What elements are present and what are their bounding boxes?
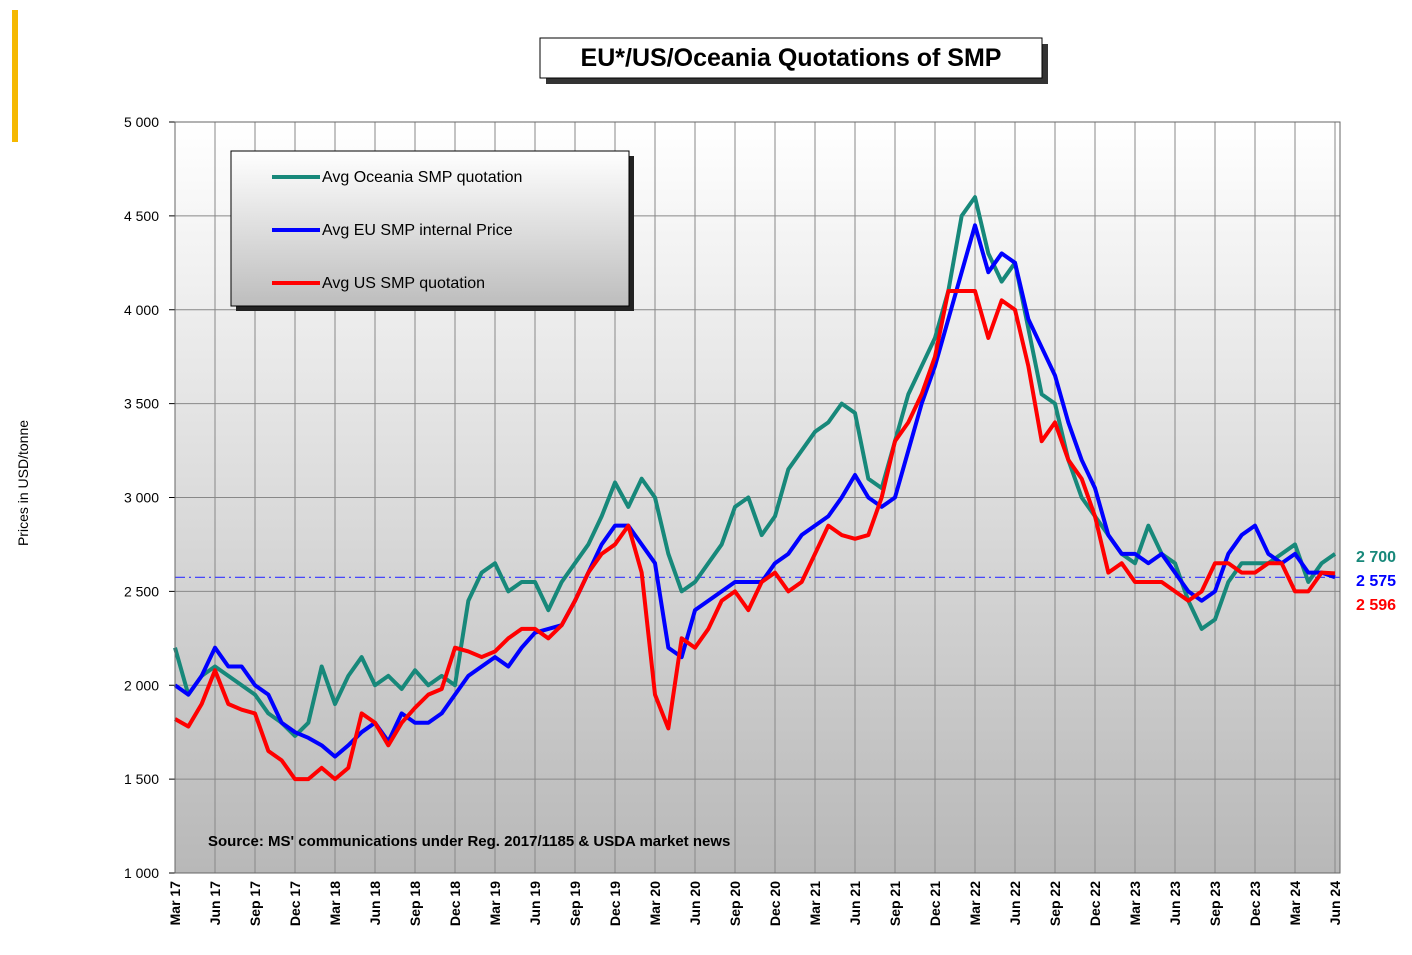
- x-tick-label: Jun 18: [367, 881, 383, 926]
- y-tick-label: 3 000: [124, 490, 159, 506]
- y-tick-label: 2 500: [124, 583, 159, 599]
- x-tick-label: Sep 21: [887, 881, 903, 926]
- chart-title: EU*/US/Oceania Quotations of SMP: [581, 44, 1002, 72]
- y-tick-label: 1 000: [124, 865, 159, 881]
- y-tick-label: 4 000: [124, 302, 159, 318]
- x-tick-label: Jun 17: [207, 881, 223, 926]
- x-tick-label: Mar 23: [1127, 881, 1143, 926]
- x-tick-label: Sep 18: [407, 881, 423, 926]
- title-box: [539, 37, 1043, 79]
- y-tick-label: 3 500: [124, 396, 159, 412]
- end-label: 2 575: [1356, 573, 1396, 590]
- series-line: [174, 288, 1336, 782]
- x-tick-label: Jun 23: [1167, 881, 1183, 926]
- x-tick-label: Sep 17: [247, 881, 263, 926]
- x-tick-label: Mar 22: [967, 881, 983, 926]
- x-tick-label: Dec 19: [607, 881, 623, 926]
- end-label: 2 700: [1356, 549, 1396, 566]
- legend-label: Avg US SMP quotation: [322, 275, 485, 292]
- x-tick-label: Mar 21: [807, 881, 823, 926]
- accent-bar: [12, 10, 18, 142]
- x-tick-label: Mar 24: [1287, 881, 1303, 926]
- x-tick-label: Sep 20: [727, 881, 743, 926]
- series-line: [173, 195, 1337, 738]
- source-note: Source: MS' communications under Reg. 20…: [208, 833, 730, 850]
- x-tick-label: Sep 22: [1047, 881, 1063, 926]
- x-tick-label: Jun 21: [847, 881, 863, 926]
- plot-border: [174, 121, 1341, 874]
- x-tick-label: Jun 19: [527, 881, 543, 926]
- x-tick-label: Dec 22: [1087, 881, 1103, 926]
- y-tick-label: 2 000: [124, 677, 159, 693]
- x-tick-label: Jun 20: [687, 881, 703, 926]
- legend-label: Avg EU SMP internal Price: [322, 222, 513, 239]
- x-tick-label: Sep 19: [567, 881, 583, 926]
- end-label: 2 596: [1356, 597, 1396, 614]
- legend-label: Avg Oceania SMP quotation: [322, 169, 522, 186]
- x-tick-label: Jun 22: [1007, 881, 1023, 926]
- x-tick-label: Mar 19: [487, 881, 503, 926]
- x-tick-label: Dec 17: [287, 881, 303, 926]
- x-tick-label: Mar 17: [167, 881, 183, 926]
- x-tick-label: Jun 24: [1327, 881, 1343, 926]
- y-tick-label: 5 000: [124, 114, 159, 130]
- x-tick-label: Dec 23: [1247, 881, 1263, 926]
- x-tick-label: Mar 20: [647, 881, 663, 926]
- y-axis-label: Prices in USD/tonne: [15, 420, 31, 546]
- y-tick-label: 4 500: [124, 208, 159, 224]
- y-tick-label: 1 500: [124, 771, 159, 787]
- x-tick-label: Dec 21: [927, 881, 943, 926]
- x-tick-label: Dec 18: [447, 881, 463, 926]
- series-line: [173, 223, 1336, 759]
- x-tick-label: Sep 23: [1207, 881, 1223, 926]
- x-tick-label: Mar 18: [327, 881, 343, 926]
- x-tick-label: Dec 20: [767, 881, 783, 926]
